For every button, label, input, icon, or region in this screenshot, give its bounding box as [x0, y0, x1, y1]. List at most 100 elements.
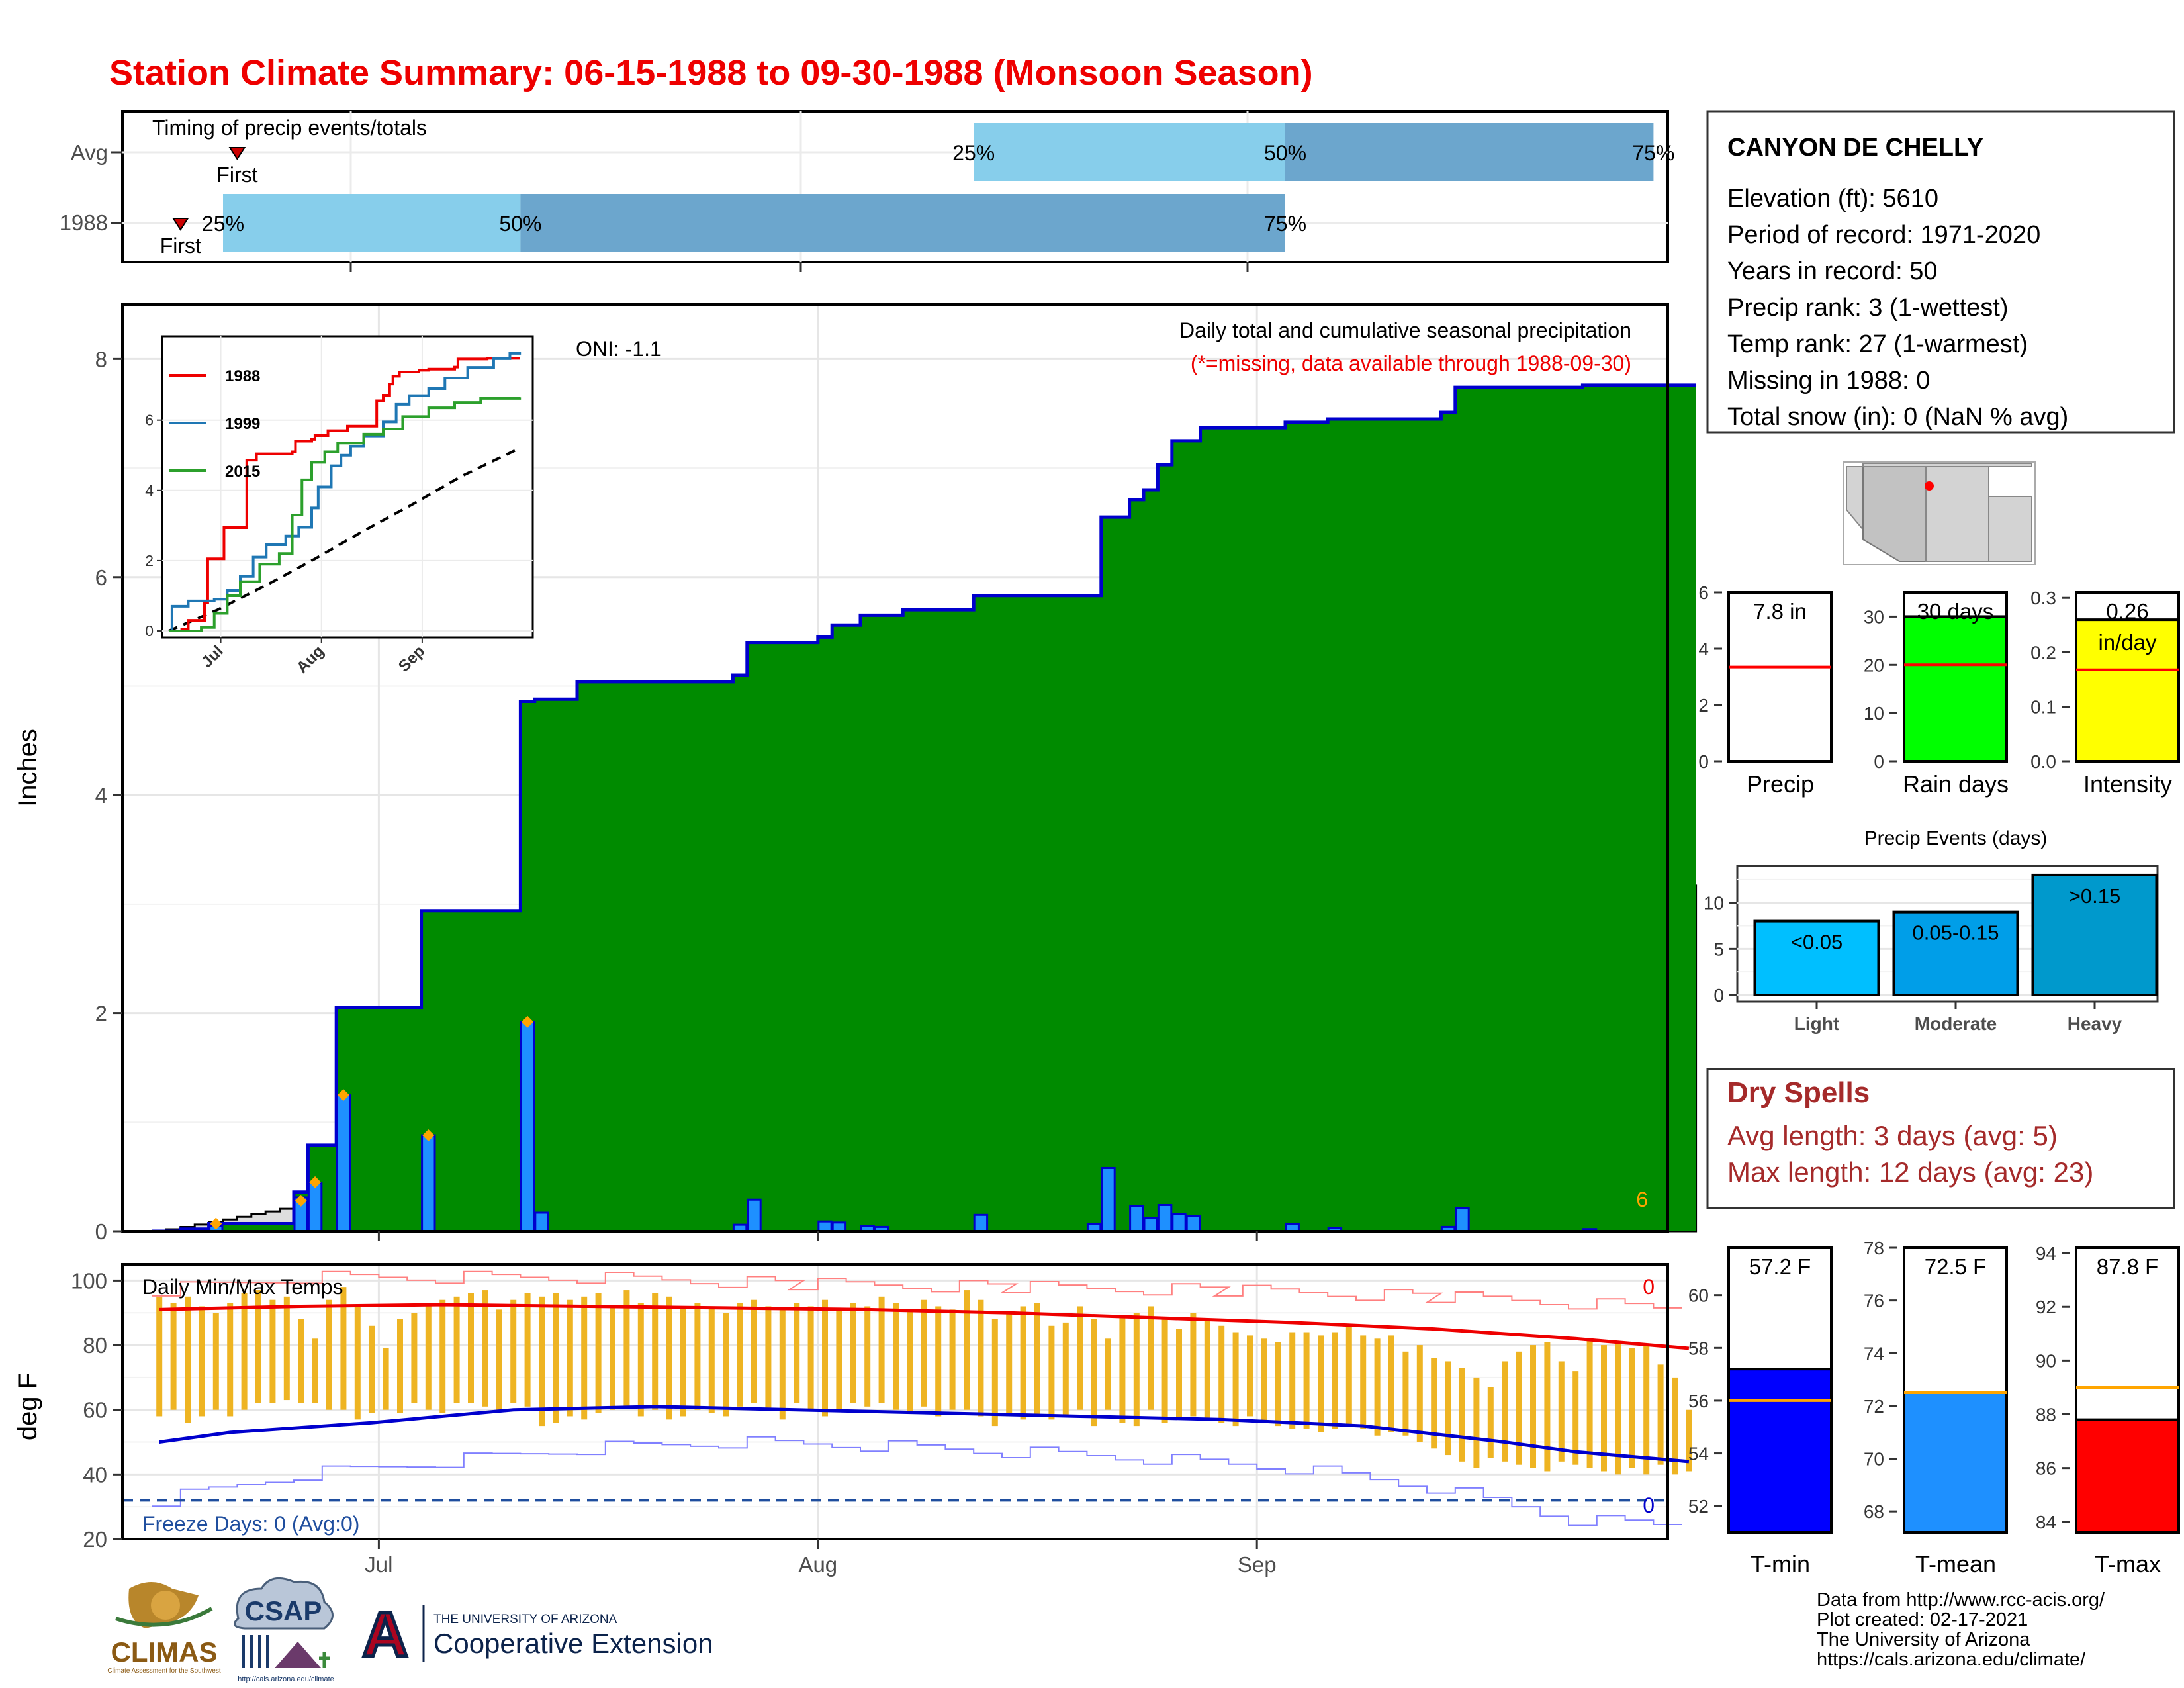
daily-temp-bar: [553, 1293, 559, 1423]
daily-temp-bar: [1332, 1332, 1338, 1429]
daily-temp-bar: [637, 1303, 644, 1417]
daily-temp-bar: [1318, 1335, 1324, 1432]
timing-row-avg-label: Avg: [71, 140, 108, 165]
daily-temp-bar: [524, 1293, 531, 1407]
daily-temp-bar: [283, 1296, 290, 1401]
temperature-chart: 20 40 60 80 100 Jul Aug Sep deg F Daily Min/Ma…: [13, 1263, 1692, 1577]
daily-temp-bar: [964, 1290, 970, 1410]
timing-band-25-50: [974, 123, 1285, 181]
daily-temp-bar: [581, 1296, 588, 1420]
missing-note: (*=missing, data available through 1988-…: [1191, 352, 1631, 375]
heavy-event-markers: [210, 1015, 534, 1230]
daily-temp-bar: [1502, 1361, 1508, 1462]
daily-temp-bar: [1544, 1342, 1551, 1472]
mini-y-tick-label: 10: [1864, 703, 1884, 724]
temp-y-axis: 20 40 60 80 100: [71, 1268, 122, 1552]
inset-legend: 1988 1999 2015: [169, 367, 260, 481]
daily-temp-bar: [1148, 1306, 1154, 1410]
station-line: Precip rank: 3 (1-wettest): [1727, 294, 2008, 322]
daily-temp-bar: [765, 1306, 772, 1410]
daily-temp-bar: [595, 1293, 602, 1413]
climas-logo: CLIMAS Climate Assessment for the Southw…: [107, 1582, 221, 1675]
timing-first-label: First: [216, 163, 257, 187]
daily-temp-bar: [623, 1290, 630, 1407]
temp-x-axis: Jul Aug Sep: [365, 1539, 1277, 1577]
credit-line: https://cals.arizona.edu/climate/: [1817, 1649, 2086, 1670]
daily-precip-bar: [1129, 1205, 1144, 1233]
mini-bar-unit-label: in/day: [2098, 630, 2157, 655]
daily-temp-bar: [652, 1293, 659, 1410]
y-tick-label: 6: [95, 565, 107, 590]
daily-precip-bar: [307, 1182, 323, 1233]
events-y-tick-label: 0: [1713, 985, 1724, 1006]
daily-precip-bar: [1101, 1166, 1116, 1233]
daily-precip-bar: [817, 1220, 833, 1233]
event-marker: [522, 1015, 534, 1028]
daily-temp-bar: [496, 1309, 502, 1410]
daily-temp-bar: [978, 1299, 984, 1417]
daily-temp-bar: [949, 1309, 956, 1410]
normal-min-line: [159, 1405, 1690, 1464]
temp-y-tick-label: 60: [83, 1398, 107, 1423]
mini-bar-value-label: 87.8 F: [2097, 1254, 2159, 1279]
mini-y-tick-label: 54: [1688, 1444, 1709, 1464]
state-texas: [1988, 496, 2032, 562]
mini-y-tick-label: 0.3: [2030, 588, 2056, 608]
mini-y-tick-label: 4: [1698, 639, 1709, 659]
mini-y-tick-label: 78: [1864, 1238, 1884, 1258]
daily-temp-bar: [227, 1303, 234, 1417]
credit-line: Plot created: 02-17-2021: [1817, 1609, 2028, 1630]
inset-series-line: [169, 352, 522, 632]
timing-q50-label: 50%: [499, 212, 541, 236]
timing-label: Timing of precip events/totals: [152, 116, 427, 140]
daily-temp-bar: [1374, 1338, 1381, 1436]
daily-precip-bar: [1143, 1217, 1158, 1233]
daily-temp-bar: [1459, 1368, 1465, 1462]
daily-temp-bar: [1431, 1358, 1437, 1449]
station-name: CANYON DE CHELLY: [1727, 134, 1983, 162]
inset-series-line: [169, 357, 520, 632]
daily-temp-bar: [539, 1296, 545, 1427]
daily-temp-bar: [893, 1303, 899, 1410]
events-category-label: Moderate: [1915, 1013, 1997, 1034]
station-line: Missing in 1988: 0: [1727, 367, 1930, 395]
daily-temp-bar: [1275, 1342, 1281, 1427]
timing-q75-label: 75%: [1632, 141, 1674, 165]
temp-count-bottom: 0: [1643, 1493, 1655, 1517]
daily-temp-bar: [694, 1303, 701, 1410]
daily-temp-bar: [1077, 1306, 1083, 1410]
x-tick-label: Jul: [365, 1552, 392, 1577]
daily-temp-bar: [1686, 1409, 1692, 1472]
daily-temp-bar: [935, 1306, 942, 1417]
daily-temp-bar: [864, 1306, 871, 1407]
precip-total-label: Precip: [1747, 771, 1814, 798]
x-tick-label: Sep: [1238, 1552, 1277, 1577]
daily-temp-bar: [807, 1306, 814, 1410]
tmean-summary-chart: T-mean 68 70 72 74 76 78 72.5 F: [1864, 1238, 2008, 1577]
daily-precip-bar: [1185, 1215, 1201, 1233]
daily-temp-bar: [666, 1296, 672, 1420]
daily-temp-bar: [340, 1287, 347, 1410]
events-bar: [1753, 919, 1880, 996]
inset-series-line: [169, 397, 522, 632]
mini-bar-value: [1727, 591, 1833, 763]
daily-temp-bar: [1416, 1345, 1423, 1442]
y-tick-label: 2: [95, 1002, 107, 1026]
mini-bar-value: [1903, 615, 2008, 763]
mini-y-tick-label: 94: [2036, 1243, 2056, 1264]
y-tick-label: 4: [95, 783, 107, 808]
inset-normal-line: [168, 447, 521, 632]
station-line: Total snow (in): 0 (NaN % avg): [1727, 403, 2068, 431]
temp-y-tick-label: 40: [83, 1462, 107, 1487]
daily-temp-bar: [1572, 1371, 1579, 1465]
mini-bar-value: [1727, 1368, 1833, 1534]
daily-temp-bar: [708, 1306, 715, 1413]
precip-events-chart: Precip Events (days) 0 5 10 <0.05 Light 0.05-…: [1704, 827, 2159, 1034]
timing-first-marker: [171, 218, 189, 231]
cumulative-precip-area: [152, 385, 1696, 1231]
event-marker: [422, 1129, 435, 1142]
events-bar-label: 0.05-0.15: [1913, 921, 1999, 945]
mini-y-tick-label: 56: [1688, 1391, 1709, 1411]
mini-bar-value: [1903, 1391, 2008, 1534]
dry-spells-avg: Avg length: 3 days (avg: 5): [1727, 1120, 2058, 1151]
